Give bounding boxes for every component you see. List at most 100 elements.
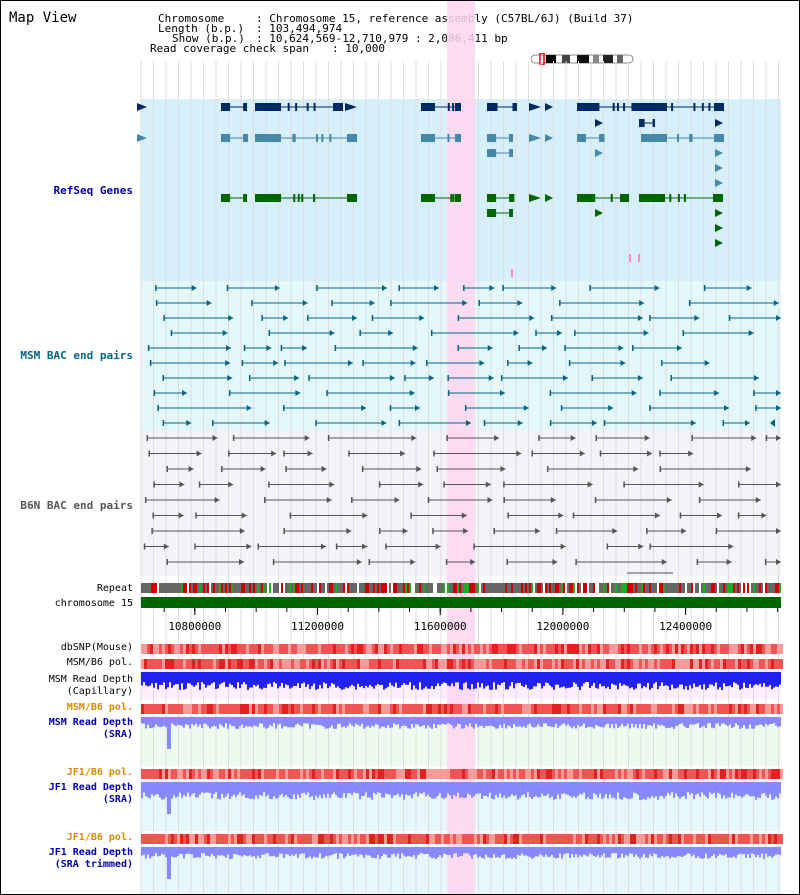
msm-depth-cap-bar xyxy=(675,672,677,689)
msm-b6-pol2-cell xyxy=(399,704,402,714)
repeat-element xyxy=(365,583,367,593)
repeat-element xyxy=(617,583,619,593)
gene-exon xyxy=(639,119,645,127)
jf1-depth-sra-bar xyxy=(193,782,195,793)
jf1-b6-pol-cell xyxy=(720,769,723,779)
repeat-element xyxy=(429,583,431,593)
jf1-b6-pol-cell xyxy=(453,769,456,779)
msm-depth-sra-bar xyxy=(325,717,327,729)
jf1-b6-pol2-cell xyxy=(567,834,570,844)
msm-depth-cap-bar xyxy=(575,672,577,684)
jf1-b6-pol-cell xyxy=(528,769,531,779)
b6n-bac-pair-end xyxy=(435,543,441,550)
jf1-depth-sra-bar xyxy=(321,782,323,799)
jf1-depth-trim-bar xyxy=(651,847,653,857)
msm-depth-cap-bar xyxy=(157,672,159,690)
msm-depth-cap-bar xyxy=(521,672,523,686)
jf1-depth-sra-bar xyxy=(703,782,705,795)
jf1-depth-trim-bar xyxy=(387,847,389,858)
jf1-depth-sra-bar xyxy=(567,782,569,795)
b6n-bac-pair-end xyxy=(647,450,653,457)
msm-depth-sra-bar xyxy=(397,717,399,725)
msm-depth-cap-bar xyxy=(715,672,717,683)
b6n-bac-pair-end xyxy=(433,450,435,457)
jf1-depth-trim-bar xyxy=(725,847,727,855)
msm-bac-pair-end xyxy=(661,360,663,366)
gene-exon xyxy=(255,134,281,142)
track-label-b6n-bac[interactable]: B6N BAC end pairs xyxy=(20,499,133,512)
msm-b6-pol2-cell xyxy=(462,704,465,714)
msm-b6-pol2-cell xyxy=(732,704,735,714)
dbsnp-cell xyxy=(159,644,162,654)
msm-bac-pair-end xyxy=(243,345,246,351)
b6n-bac-pair-end xyxy=(385,543,387,550)
msm-bac-pair-end xyxy=(162,420,165,426)
jf1-depth-sra-bar xyxy=(315,782,317,796)
jf1-depth-sra-bar xyxy=(451,782,453,799)
jf1-depth-sra-bar xyxy=(663,782,665,799)
msm-depth-sra-bar xyxy=(567,717,569,725)
msm-b6-pol2-cell xyxy=(141,704,144,714)
jf1-depth-trim-bar xyxy=(639,847,641,859)
jf1-depth-trim-bar xyxy=(313,847,315,857)
msm-depth-cap-bar xyxy=(685,672,687,687)
jf1-depth-trim-bar xyxy=(563,847,565,855)
repeat-element xyxy=(523,583,525,593)
repeat-element xyxy=(551,583,553,593)
msm-depth-sra-bar xyxy=(541,717,543,727)
jf1-depth-trim-bar xyxy=(239,847,241,856)
msm-depth-cap-bar xyxy=(741,672,743,689)
jf1-depth-trim-bar xyxy=(217,847,219,856)
msm-b6-pol2-cell xyxy=(594,704,597,714)
track-label-refseq[interactable]: RefSeq Genes xyxy=(53,184,133,197)
repeat-element xyxy=(553,583,555,593)
msm-depth-cap-bar xyxy=(679,672,681,685)
b6n-bac-pair-end xyxy=(546,466,549,472)
msm-depth-sra-bar xyxy=(575,717,577,729)
jf1-depth-trim-bar xyxy=(363,847,365,858)
msm-depth-sra-bar xyxy=(371,717,373,726)
b6n-bac-pair-end xyxy=(144,497,147,503)
jf1-depth-sra-bar xyxy=(751,782,753,797)
dbsnp-cell xyxy=(324,644,327,654)
jf1-depth-trim-bar xyxy=(365,847,367,855)
jf1-depth-sra-bar xyxy=(615,782,617,800)
dbsnp-cell xyxy=(684,644,687,654)
jf1-depth-trim-bar xyxy=(371,847,373,858)
msm-bac-pair-end xyxy=(447,390,450,396)
jf1-b6-pol2-cell xyxy=(720,834,723,844)
msm-depth-cap-bar xyxy=(745,672,747,688)
jf1-b6-pol-cell xyxy=(174,769,177,779)
jf1-b6-pol2-cell xyxy=(312,834,315,844)
repeat-element xyxy=(671,583,673,593)
repeat-element xyxy=(145,583,147,593)
dbsnp-cell xyxy=(399,644,402,654)
msm-depth-cap-bar xyxy=(543,672,545,687)
repeat-element xyxy=(217,583,219,593)
jf1-b6-pol-cell xyxy=(747,769,750,779)
msm-b6-pol2-cell xyxy=(708,704,711,714)
repeat-element xyxy=(355,583,357,593)
chromosome-ideogram[interactable] xyxy=(531,53,635,65)
jf1-depth-sra-bar xyxy=(431,782,433,799)
jf1-b6-pol-cell xyxy=(336,769,339,779)
jf1-depth-trim-bar xyxy=(147,847,149,855)
msm-b6-pol2-cell xyxy=(405,704,408,714)
gene-marker xyxy=(545,103,553,111)
jf1-depth-sra-bar xyxy=(551,782,553,797)
jf1-depth-sra-bar xyxy=(307,782,309,793)
jf1-depth-trim-bar xyxy=(191,847,193,855)
repeat-element xyxy=(663,583,665,593)
jf1-depth-sra-bar xyxy=(169,782,171,814)
jf1-depth-sra-bar xyxy=(769,782,771,795)
dbsnp-cell xyxy=(555,644,558,654)
jf1-b6-pol-cell xyxy=(552,769,555,779)
msm-b6-pol2-cell xyxy=(201,704,204,714)
track-label-msm-bac[interactable]: MSM BAC end pairs xyxy=(20,349,133,362)
jf1-depth-sra-bar xyxy=(485,782,487,796)
msm-depth-sra-bar xyxy=(395,717,397,725)
dbsnp-cell xyxy=(228,644,231,654)
msm-depth-cap-bar xyxy=(225,672,227,687)
msm-depth-sra-bar xyxy=(289,717,291,728)
